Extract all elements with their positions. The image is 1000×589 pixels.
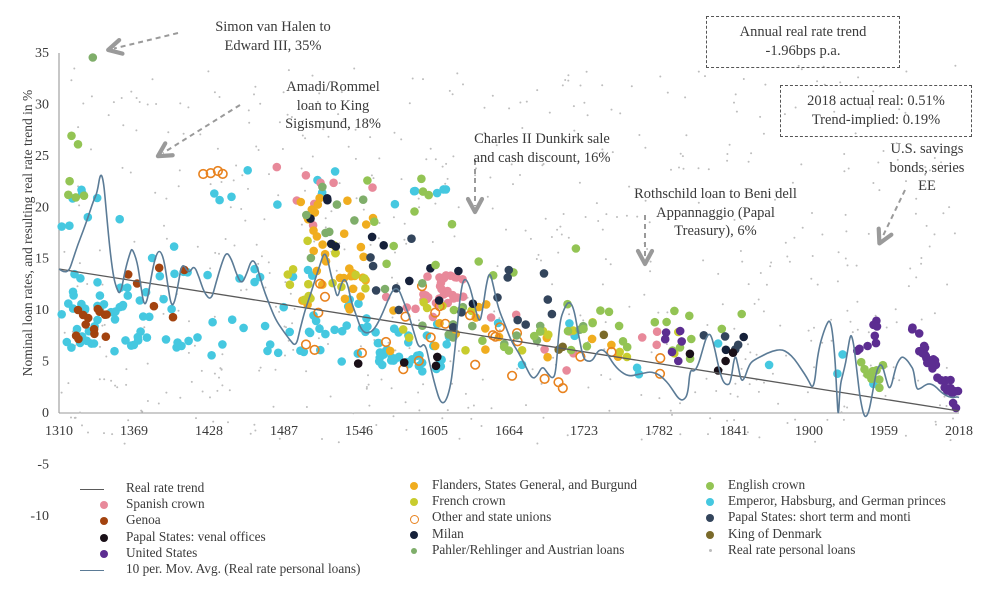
svg-text:1428: 1428: [195, 424, 223, 439]
svg-text:1723: 1723: [570, 424, 598, 439]
svg-text:2018: 2018: [945, 424, 973, 439]
svg-text:-5: -5: [37, 457, 49, 472]
svg-text:30: 30: [35, 97, 49, 112]
svg-text:1546: 1546: [345, 424, 373, 439]
svg-text:0: 0: [42, 406, 49, 421]
svg-text:1959: 1959: [870, 424, 898, 439]
svg-text:-10: -10: [30, 509, 49, 524]
svg-text:1900: 1900: [795, 424, 823, 439]
svg-text:20: 20: [35, 200, 49, 215]
svg-text:1841: 1841: [720, 424, 748, 439]
svg-text:25: 25: [35, 149, 49, 164]
svg-text:1605: 1605: [420, 424, 448, 439]
svg-text:1369: 1369: [120, 424, 148, 439]
svg-text:5: 5: [42, 355, 49, 370]
svg-text:1782: 1782: [645, 424, 673, 439]
svg-text:35: 35: [35, 46, 49, 61]
svg-text:1487: 1487: [270, 424, 298, 439]
svg-text:15: 15: [35, 252, 49, 267]
svg-text:10: 10: [35, 303, 49, 318]
svg-text:1310: 1310: [45, 424, 73, 439]
svg-text:1664: 1664: [495, 424, 523, 439]
